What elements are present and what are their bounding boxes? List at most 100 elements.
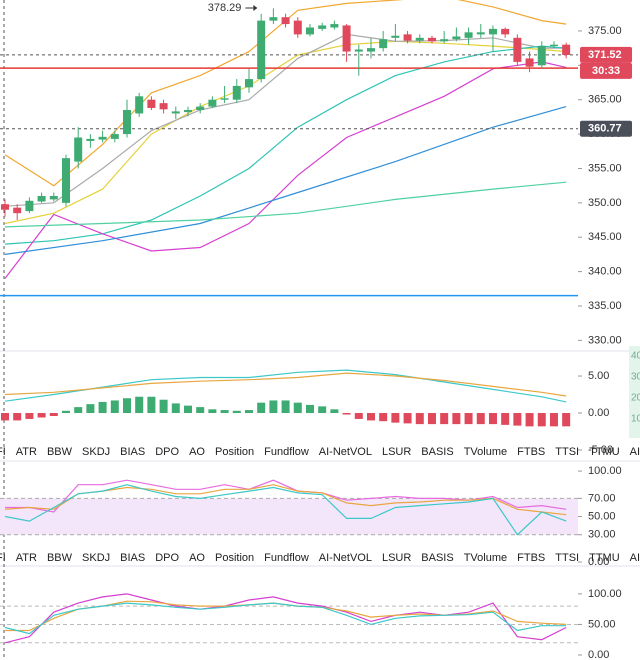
y-tick-label: 70.00 xyxy=(588,492,616,504)
histogram-bar xyxy=(25,413,34,419)
indicator-line xyxy=(4,593,567,644)
marked-price-tag xyxy=(580,120,632,137)
histogram-bar xyxy=(135,396,144,414)
histogram-bar xyxy=(391,413,400,423)
candle-body xyxy=(476,32,485,35)
candle-body xyxy=(122,110,131,135)
candle-body xyxy=(232,85,241,100)
histogram-bar xyxy=(501,413,510,425)
candle-body xyxy=(196,106,205,111)
indicator-tab[interactable]: ATR xyxy=(16,552,37,564)
y-tick-label: 375.00 xyxy=(588,25,622,37)
candle-body xyxy=(501,28,510,35)
pane xyxy=(0,0,578,297)
indicator-tab[interactable]: AO xyxy=(189,552,205,564)
indicator-tab[interactable]: DPO xyxy=(155,446,179,458)
indicator-tab[interactable]: TTSI xyxy=(555,446,579,458)
histogram-bar xyxy=(440,413,449,425)
indicator-tab[interactable]: BBW xyxy=(47,446,73,458)
indicator-tab[interactable]: TTSI xyxy=(555,552,579,564)
histogram-bar xyxy=(147,396,156,414)
y-tick-label: 100.00 xyxy=(588,588,622,600)
candle-body xyxy=(464,32,473,38)
countdown-tag xyxy=(580,62,632,79)
candle-body xyxy=(37,195,46,202)
pane xyxy=(0,593,578,644)
candle-body xyxy=(488,28,497,35)
indicator-tab[interactable]: BBW xyxy=(47,552,73,564)
candle-body xyxy=(147,99,156,108)
candle-body xyxy=(159,103,168,110)
candle-body xyxy=(391,35,400,38)
band xyxy=(0,498,578,535)
histogram-bar xyxy=(464,413,473,425)
candle-body xyxy=(220,98,229,100)
indicator-tab[interactable]: BIAS xyxy=(120,552,145,564)
candle-body xyxy=(25,200,34,212)
indicator-tab[interactable]: Position xyxy=(215,446,254,458)
histogram-bar xyxy=(305,404,314,414)
y-tick-label: 345.00 xyxy=(588,231,622,243)
indicator-tab[interactable]: TTMU xyxy=(589,552,620,564)
annotation-arrowhead xyxy=(253,5,258,11)
histogram-bar xyxy=(403,413,412,424)
indicator-tab[interactable]: Position xyxy=(215,552,254,564)
indicator-tab[interactable]: AO xyxy=(189,446,205,458)
histogram-bar xyxy=(488,413,497,425)
histogram-bar xyxy=(208,409,217,414)
histogram-bar xyxy=(183,405,192,414)
indicator-tab[interactable]: FTBS xyxy=(517,552,545,564)
indicator-tab[interactable]: FTBS xyxy=(517,446,545,458)
indicator-tab[interactable]: BASIS xyxy=(421,446,453,458)
indicator-tab[interactable]: BIAS xyxy=(120,446,145,458)
indicator-tab[interactable]: BASIS xyxy=(421,552,453,564)
indicator-tab[interactable]: Fundflow xyxy=(264,446,309,458)
candle-body xyxy=(110,134,119,139)
indicator-tab[interactable]: ATR xyxy=(16,446,37,458)
histogram-bar xyxy=(37,413,46,418)
indicator-tab[interactable]: AI-BSI xyxy=(630,552,640,564)
indicator-tab[interactable]: AI-NetVOL xyxy=(319,552,372,564)
indicator-tab[interactable]: TVolume xyxy=(464,446,507,458)
candle-body xyxy=(13,207,22,214)
candle-body xyxy=(183,110,192,113)
indicator-tab[interactable]: LSUR xyxy=(382,552,411,564)
y-tick-label: 0.00 xyxy=(588,407,609,419)
indicator-tab[interactable]: AI-BSI xyxy=(630,446,640,458)
histogram-bar xyxy=(74,407,83,414)
indicator-tab[interactable]: LSUR xyxy=(382,446,411,458)
indicator-tab[interactable]: TVolume xyxy=(464,552,507,564)
candle-body xyxy=(293,20,302,35)
histogram-bar xyxy=(476,413,485,425)
candle-body xyxy=(549,44,558,47)
y-tick-label: -5.00 xyxy=(588,444,613,456)
indicator-tab[interactable]: FI xyxy=(0,552,6,564)
candle-body xyxy=(318,25,327,29)
candle-body xyxy=(98,136,107,140)
last-price-tag xyxy=(580,46,632,63)
indicator-tab[interactable]: TTMU xyxy=(589,446,620,458)
candle-body xyxy=(415,37,424,41)
candle-body xyxy=(305,27,314,35)
candle-body xyxy=(330,24,339,28)
histogram-bar xyxy=(562,413,571,427)
indicator-tab[interactable]: SKDJ xyxy=(82,552,110,564)
candle-body xyxy=(244,79,253,88)
indicator-tab[interactable]: AI-NetVOL xyxy=(319,446,372,458)
last-price-label: 371.52 xyxy=(588,49,622,61)
candle-body xyxy=(562,44,571,56)
overlay-scale-label: 10 xyxy=(631,414,640,425)
indicator-tab[interactable]: FI xyxy=(0,446,6,458)
indicator-tab[interactable]: Fundflow xyxy=(264,552,309,564)
indicator-tab[interactable]: DPO xyxy=(155,552,179,564)
candle-body xyxy=(86,138,95,141)
histogram-bar xyxy=(171,403,180,414)
y-tick-label: 50.00 xyxy=(588,510,616,522)
candle-body xyxy=(379,39,388,49)
indicator-tab[interactable]: SKDJ xyxy=(82,446,110,458)
candle-body xyxy=(403,34,412,41)
candle-body xyxy=(354,49,363,52)
marked-price-label: 360.77 xyxy=(588,123,622,135)
histogram-bar xyxy=(293,402,302,414)
histogram-bar xyxy=(61,410,70,414)
